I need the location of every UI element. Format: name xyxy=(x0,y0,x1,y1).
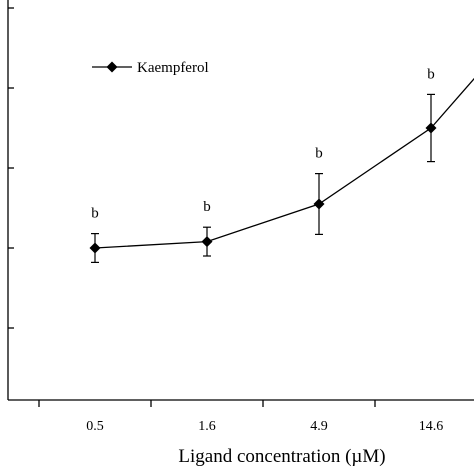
significance-label: b xyxy=(427,66,435,82)
data-point xyxy=(313,198,325,210)
data-point xyxy=(89,242,101,254)
legend-label: Kaempferol xyxy=(137,60,209,76)
series-line xyxy=(94,77,474,249)
significance-label: b xyxy=(91,206,99,222)
data-point xyxy=(425,122,437,134)
x-ticks xyxy=(38,400,376,407)
data-point xyxy=(201,236,213,248)
significance-label: b xyxy=(315,146,323,162)
y-ticks xyxy=(8,7,14,329)
x-axis-label: Ligand concentration (µM) xyxy=(178,446,385,467)
x-tick-labels: 0.5 1.6 4.9 14.6 xyxy=(86,419,443,434)
x-tick-label: 4.9 xyxy=(310,419,328,434)
legend-marker xyxy=(106,61,118,73)
series-kaempferol: b b b b xyxy=(89,66,474,263)
legend: Kaempferol xyxy=(92,60,209,76)
significance-label: b xyxy=(203,199,211,215)
x-tick-label: 0.5 xyxy=(86,419,104,434)
x-tick-label: 1.6 xyxy=(198,419,216,434)
x-tick-label: 14.6 xyxy=(419,419,444,434)
axes xyxy=(7,0,474,401)
